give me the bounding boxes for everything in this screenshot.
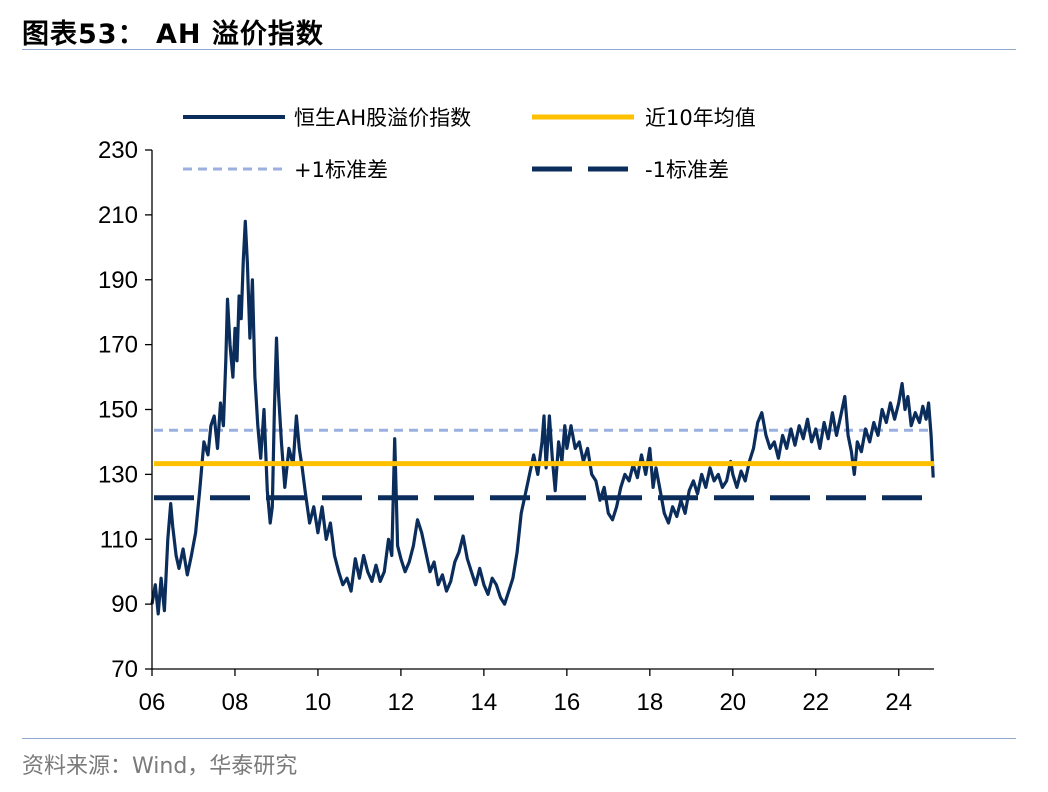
x-tick-label: 08 bbox=[222, 689, 249, 716]
chart-title: 图表53： AH 溢价指数 bbox=[22, 19, 324, 50]
legend-label-minus-1sd: -1标准差 bbox=[645, 158, 729, 182]
y-tick-label: 130 bbox=[98, 461, 138, 488]
x-tick-label: 24 bbox=[885, 689, 912, 716]
y-tick-label: 70 bbox=[111, 656, 138, 683]
x-tick-label: 14 bbox=[471, 689, 498, 716]
legend-label-10y-mean: 近10年均值 bbox=[645, 106, 756, 130]
source-note: 资料来源：Wind，华泰研究 bbox=[22, 754, 298, 779]
x-tick-label: 16 bbox=[554, 689, 581, 716]
y-tick-label: 190 bbox=[98, 267, 138, 294]
footer-divider bbox=[22, 738, 1016, 739]
x-tick-label: 18 bbox=[636, 689, 663, 716]
y-tick-label: 110 bbox=[100, 526, 138, 553]
legend: 恒生AH股溢价指数 近10年均值 +1标准差 -1标准差 bbox=[183, 106, 756, 182]
x-tick-label: 20 bbox=[719, 689, 746, 716]
x-tick-label: 22 bbox=[802, 689, 829, 716]
y-tick-label: 170 bbox=[98, 332, 138, 359]
y-tick-label: 230 bbox=[98, 137, 138, 164]
y-tick-label: 150 bbox=[98, 397, 138, 424]
legend-label-plus-1sd: +1标准差 bbox=[294, 158, 388, 182]
y-tick-label: 90 bbox=[111, 591, 138, 618]
plot-lines bbox=[150, 219, 935, 616]
legend-label-ah-index: 恒生AH股溢价指数 bbox=[294, 106, 471, 130]
x-tick-label: 12 bbox=[388, 689, 415, 716]
x-tick-label: 10 bbox=[305, 689, 332, 716]
x-tick-label: 06 bbox=[139, 689, 166, 716]
ah-premium-index-line bbox=[150, 219, 935, 616]
y-tick-label: 210 bbox=[98, 202, 138, 229]
axes: 70 90 110 130 150 170 190 210 230 06 08 10 12 14 16 18 2… bbox=[98, 137, 934, 716]
title-divider bbox=[22, 49, 1016, 50]
